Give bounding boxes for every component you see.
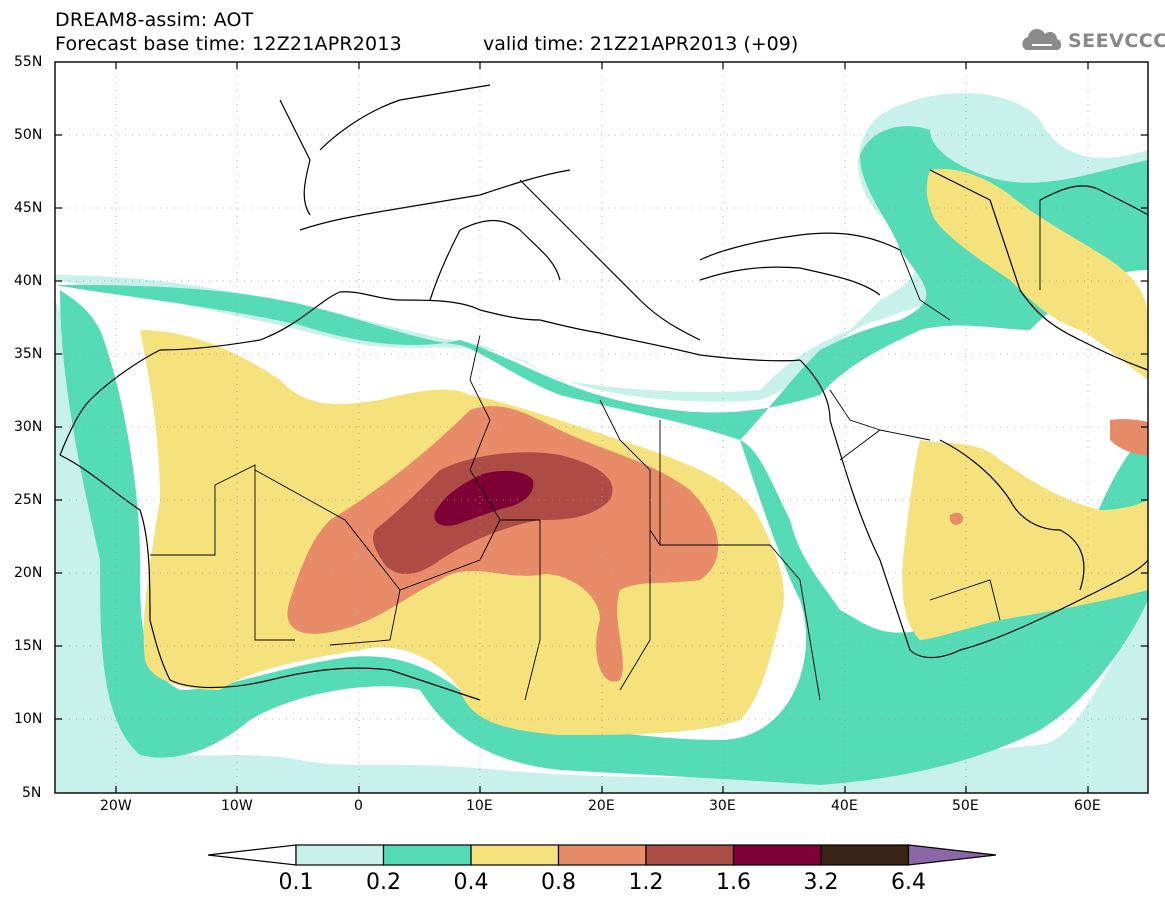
cloud-icon [1022, 29, 1062, 50]
colorbar-label-0.4: 0.4 [453, 870, 489, 895]
colorbar-under-arrow [207, 844, 297, 866]
colorbar-bin-5 [732, 844, 822, 866]
forecast-base-time: Forecast base time: 12Z21APR2013 [55, 33, 402, 55]
colorbar-bin-0 [295, 844, 385, 866]
lat-label-40n: 40N [14, 273, 43, 289]
colorbar-bin-2 [470, 844, 560, 866]
aot-band-0.2 [55, 126, 1148, 785]
colorbar-bin-6 [820, 844, 910, 866]
coastlines [59, 84, 1148, 701]
colorbar-bin-4 [645, 844, 735, 866]
lat-label-45n: 45N [14, 200, 43, 216]
axis-ticks [55, 62, 1148, 793]
lon-label-40e: 40E [831, 798, 858, 814]
lat-label-55n: 55N [14, 54, 43, 70]
colorbar-label-0.1: 0.1 [278, 870, 314, 895]
lon-label-0: 0 [354, 798, 363, 814]
map-title: DREAM8-assim: AOT [55, 9, 254, 31]
colorbar-label-0.2: 0.2 [366, 870, 401, 895]
aot-band-1.2 [373, 452, 613, 575]
lon-label-50e: 50E [952, 798, 979, 814]
aot-fields [55, 62, 1148, 793]
lat-label-25n: 25N [14, 492, 43, 508]
colorbar-label-6.4: 6.4 [891, 870, 926, 895]
logo-text: SEEVCCC [1068, 30, 1165, 52]
lat-label-20n: 20N [14, 565, 43, 581]
lat-label-5n: 5N [22, 785, 42, 801]
lon-label-10e: 10E [466, 798, 493, 814]
lat-label-50n: 50N [14, 127, 43, 143]
lon-label-60e: 60E [1074, 798, 1101, 814]
aot-band-0.1 [55, 93, 1148, 793]
lat-lon-grid [55, 62, 1148, 793]
valid-time: valid time: 21Z21APR2013 (+09) [483, 33, 799, 55]
colorbar-bin-1 [382, 844, 472, 866]
lat-label-15n: 15N [14, 638, 43, 654]
lat-label-10n: 10N [14, 711, 43, 727]
colorbar-label-0.8: 0.8 [541, 870, 576, 895]
lon-label-20e: 20E [588, 798, 615, 814]
colorbar-label-1.6: 1.6 [716, 870, 751, 895]
lat-label-35n: 35N [14, 346, 43, 362]
lon-label-20w: 20W [100, 798, 132, 814]
colorbar-label-3.2: 3.2 [803, 870, 839, 895]
colorbar-label-1.2: 1.2 [628, 870, 664, 895]
aot-band-1.6 [434, 470, 534, 526]
colorbar-bin-3 [557, 844, 647, 866]
colorbar-over-arrow [907, 844, 997, 866]
lon-label-30e: 30E [709, 798, 736, 814]
colorbar [207, 844, 997, 866]
lon-label-10w: 10W [221, 798, 253, 814]
lat-label-30n: 30N [14, 419, 43, 435]
